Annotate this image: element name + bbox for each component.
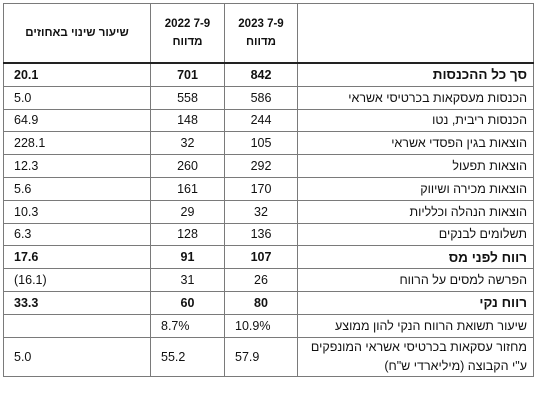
value-2022: 60	[150, 290, 225, 315]
table-row: שיעור תשואת הרווח הנקי להון ממוצע 10.9% …	[3, 313, 534, 338]
change-percent: 17.6	[3, 245, 151, 270]
header-2023-reported: מדווח	[245, 36, 277, 48]
value-2022: 32	[150, 131, 225, 156]
value-2022: 29	[150, 199, 225, 224]
value-2023: 586	[224, 85, 298, 110]
table-row: הוצאות הנהלה וכלליות 32 29 10.3	[3, 199, 534, 224]
value-2022: 161	[150, 176, 225, 201]
change-percent: 20.1	[3, 62, 151, 87]
change-percent: 33.3	[3, 290, 151, 315]
value-2022: 701	[150, 62, 225, 87]
change-percent: 64.9	[3, 108, 151, 133]
table-row: הוצאות מכירה ושיווק 170 161 5.6	[3, 176, 534, 201]
value-2022: 260	[150, 154, 225, 178]
table-row: הכנסות מעסקאות בכרטיסי אשראי 586 558 5.0	[3, 85, 534, 110]
row-label: הכנסות מעסקאות בכרטיסי אשראי	[297, 85, 534, 110]
value-2022: 31	[150, 268, 225, 292]
table-row: תשלומים לבנקים 136 128 6.3	[3, 222, 534, 247]
change-percent: 12.3	[3, 154, 151, 178]
value-2023: 170	[224, 176, 298, 201]
row-label: הוצאות תפעול	[297, 154, 534, 178]
header-2023-period: 7-9 2023	[238, 17, 284, 30]
value-2022: 558	[150, 85, 225, 110]
header-2022-period: 7-9 2022	[164, 17, 211, 30]
value-2023: 292	[224, 154, 298, 178]
financial-table-container: 7-9 2023 מדווח 7-9 2022 מדווח שיעור שינו…	[3, 3, 534, 377]
change-percent: 228.1	[3, 131, 151, 156]
row-label: רווח לפני מס	[297, 245, 534, 270]
value-2022: 148	[150, 108, 225, 133]
value-2022: 128	[150, 222, 225, 247]
header-2022-cell: 7-9 2022 מדווח	[150, 3, 225, 64]
row-label: הוצאות בגין הפסדי אשראי	[297, 131, 534, 156]
value-2022: 8.7%	[150, 313, 225, 338]
header-label-cell	[297, 3, 534, 64]
row-label: הפרשה למסים על הרווח	[297, 268, 534, 292]
value-2022: 91	[150, 245, 225, 270]
change-percent: 10.3	[3, 199, 151, 224]
table-row: הוצאות תפעול 292 260 12.3	[3, 154, 534, 178]
value-2023: 32	[224, 199, 298, 224]
change-percent: 5.0	[3, 85, 151, 110]
value-2023: 136	[224, 222, 298, 247]
table-row: הכנסות ריבית, נטו 244 148 64.9	[3, 108, 534, 133]
table-header-row: 7-9 2023 מדווח 7-9 2022 מדווח שיעור שינו…	[3, 3, 534, 64]
table-row: רווח לפני מס 107 91 17.6	[3, 245, 534, 270]
value-2023: 10.9%	[224, 313, 298, 338]
financial-results-table: 7-9 2023 מדווח 7-9 2022 מדווח שיעור שינו…	[3, 3, 534, 377]
table-row: הוצאות בגין הפסדי אשראי 105 32 228.1	[3, 131, 534, 156]
header-2022-reported: מדווח	[172, 36, 203, 48]
header-change-cell: שיעור שינוי באחוזים	[3, 3, 151, 64]
value-2023: 57.9	[224, 336, 298, 377]
row-label: תשלומים לבנקים	[297, 222, 534, 247]
value-2022: 55.2	[150, 336, 225, 377]
row-label: מחזור עסקאות בכרטיסי אשראי המונפקים ע"י …	[297, 336, 534, 377]
row-label: רווח נקי	[297, 290, 534, 315]
row-label: סך כל ההכנסות	[297, 62, 534, 87]
value-2023: 244	[224, 108, 298, 133]
row-label: שיעור תשואת הרווח הנקי להון ממוצע	[297, 313, 534, 338]
table-row: סך כל ההכנסות 842 701 20.1	[3, 62, 534, 87]
row-label: הכנסות ריבית, נטו	[297, 108, 534, 133]
change-percent: 5.0	[3, 336, 151, 377]
table-row: רווח נקי 80 60 33.3	[3, 290, 534, 315]
header-2023-cell: 7-9 2023 מדווח	[224, 3, 298, 64]
value-2023: 107	[224, 245, 298, 270]
change-percent	[3, 313, 151, 338]
table-row: מחזור עסקאות בכרטיסי אשראי המונפקים ע"י …	[3, 336, 534, 377]
table-row: הפרשה למסים על הרווח 26 31 (16.1)	[3, 268, 534, 292]
row-label: הוצאות הנהלה וכלליות	[297, 199, 534, 224]
value-2023: 105	[224, 131, 298, 156]
change-percent: (16.1)	[3, 268, 151, 292]
value-2023: 842	[224, 62, 298, 87]
row-label: הוצאות מכירה ושיווק	[297, 176, 534, 201]
value-2023: 26	[224, 268, 298, 292]
value-2023: 80	[224, 290, 298, 315]
change-percent: 6.3	[3, 222, 151, 247]
change-percent: 5.6	[3, 176, 151, 201]
